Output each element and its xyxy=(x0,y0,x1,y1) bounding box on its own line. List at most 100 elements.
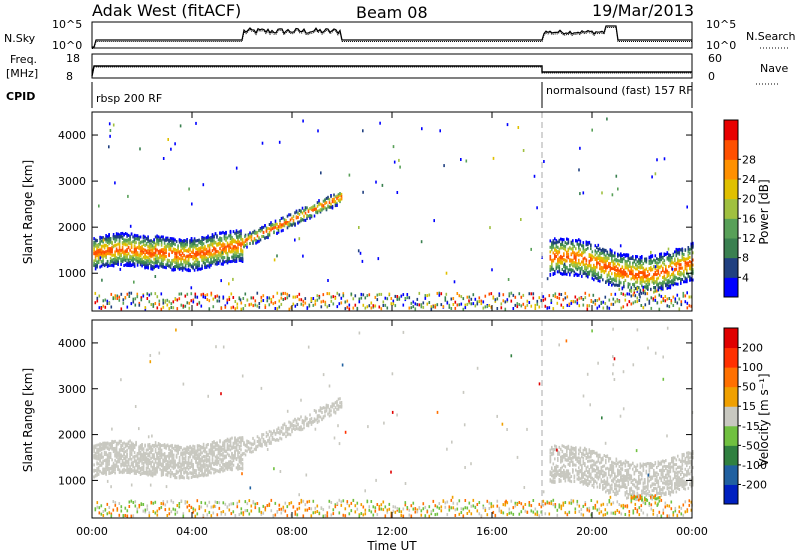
data-cell xyxy=(97,468,100,472)
data-cell xyxy=(147,235,149,239)
data-cell xyxy=(240,307,243,311)
data-cell xyxy=(241,250,244,254)
data-cell xyxy=(683,274,685,278)
data-cell xyxy=(99,448,101,452)
data-cell xyxy=(105,472,107,476)
data-cell xyxy=(141,240,143,244)
data-cell xyxy=(100,236,103,240)
data-cell xyxy=(286,226,289,230)
data-cell xyxy=(518,292,521,296)
data-cell xyxy=(627,253,630,257)
data-cell xyxy=(564,296,567,300)
data-cell xyxy=(118,470,121,474)
data-cell xyxy=(235,466,238,470)
data-cell xyxy=(644,280,646,284)
data-cell xyxy=(632,301,635,305)
data-cell xyxy=(238,445,241,449)
data-cell xyxy=(554,248,556,252)
data-cell xyxy=(188,187,190,191)
data-cell xyxy=(124,455,127,459)
data-cell xyxy=(690,247,693,251)
data-cell xyxy=(102,253,104,257)
data-cell xyxy=(514,303,517,307)
data-cell xyxy=(585,248,588,251)
data-cell xyxy=(204,294,207,298)
data-cell xyxy=(338,293,341,297)
data-cell xyxy=(154,247,157,251)
data-cell xyxy=(256,240,259,244)
data-cell xyxy=(126,305,129,309)
data-cell xyxy=(102,467,104,471)
data-cell xyxy=(129,224,132,228)
data-cell xyxy=(126,243,128,247)
data-cell xyxy=(205,247,208,251)
data-cell xyxy=(142,251,145,254)
data-cell xyxy=(288,224,290,228)
data-cell xyxy=(552,307,555,311)
data-cell xyxy=(115,234,118,238)
data-cell xyxy=(260,295,263,299)
data-cell xyxy=(147,248,149,252)
data-cell xyxy=(668,280,670,284)
data-cell xyxy=(462,297,465,301)
data-cell xyxy=(178,475,181,479)
colorbar-tick-label: 8 xyxy=(742,252,749,265)
data-cell xyxy=(208,451,211,455)
data-cell xyxy=(310,297,313,300)
data-cell xyxy=(192,463,194,466)
data-cell xyxy=(608,263,610,267)
data-cell xyxy=(158,299,161,303)
data-cell xyxy=(283,224,286,228)
data-cell xyxy=(109,446,112,450)
data-cell xyxy=(144,256,146,259)
data-cell xyxy=(618,269,621,273)
data-cell xyxy=(610,302,613,306)
data-cell xyxy=(667,247,670,251)
data-cell xyxy=(105,250,107,254)
data-cell xyxy=(358,297,361,301)
data-cell xyxy=(225,245,227,249)
data-cell xyxy=(468,301,471,305)
data-cell xyxy=(96,443,98,447)
data-cell xyxy=(564,291,567,295)
data-cell xyxy=(671,258,673,262)
data-cell xyxy=(187,261,190,265)
data-cell xyxy=(235,259,238,263)
data-cell xyxy=(678,247,681,251)
data-cell xyxy=(178,267,181,271)
data-cell xyxy=(216,469,218,473)
data-cell xyxy=(330,205,332,209)
data-cell xyxy=(187,456,190,459)
data-cell xyxy=(165,255,167,258)
data-cell xyxy=(612,282,615,286)
data-cell xyxy=(102,250,104,254)
data-cell xyxy=(618,274,621,278)
data-cell xyxy=(663,281,666,285)
data-cell xyxy=(111,458,113,462)
data-cell xyxy=(204,459,206,463)
data-cell xyxy=(132,257,134,261)
data-cell xyxy=(151,465,154,469)
data-cell xyxy=(228,464,230,468)
data-cell xyxy=(575,239,577,243)
data-cell xyxy=(208,263,211,267)
data-cell xyxy=(138,470,140,474)
data-cell xyxy=(551,263,553,267)
data-cell xyxy=(111,447,113,451)
data-cell xyxy=(118,256,121,260)
data-cell xyxy=(681,251,684,255)
data-cell xyxy=(573,254,576,258)
data-cell xyxy=(117,232,119,236)
data-cell xyxy=(566,255,568,259)
data-cell xyxy=(127,240,130,244)
data-cell xyxy=(163,238,166,242)
data-cell xyxy=(132,235,134,239)
data-cell xyxy=(575,252,577,256)
data-cell xyxy=(689,278,691,282)
data-cell xyxy=(682,294,685,298)
data-cell xyxy=(129,465,131,469)
data-cell xyxy=(165,251,167,255)
data-cell xyxy=(94,473,97,477)
data-cell xyxy=(144,248,146,252)
